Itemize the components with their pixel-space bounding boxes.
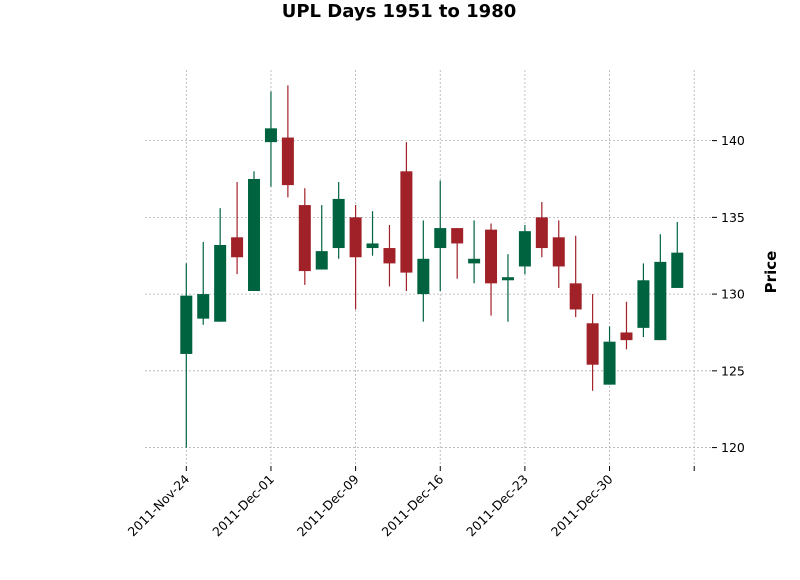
candle-up <box>434 180 447 292</box>
candle-down <box>586 294 599 391</box>
candle-body <box>637 280 650 328</box>
candle-body <box>349 217 362 258</box>
candle-body <box>501 277 514 281</box>
candle-body <box>315 251 328 270</box>
candle-up <box>332 182 345 259</box>
candle-body <box>535 217 548 249</box>
candle-down <box>298 188 311 285</box>
candle-up <box>603 326 616 385</box>
candle-down <box>485 223 498 316</box>
candle-body <box>264 128 277 143</box>
y-tick-label: 120 <box>721 440 745 455</box>
candle-up <box>654 234 667 341</box>
candle-up <box>417 220 430 322</box>
candle-body <box>620 332 633 341</box>
candle-body <box>434 228 447 249</box>
candle-body <box>671 252 684 288</box>
candle-down <box>383 225 396 287</box>
candle-up <box>671 221 684 288</box>
y-tick-label: 140 <box>721 133 745 148</box>
candle-down <box>552 220 565 288</box>
candle-body <box>586 323 599 365</box>
candle-body <box>298 205 311 272</box>
candle-up <box>180 263 193 448</box>
x-tick-label: 2011-Dec-09 <box>294 471 362 539</box>
y-tick-label: 130 <box>721 287 745 302</box>
candle-body <box>332 198 345 249</box>
x-axis: 2011-Nov-24 2011-Dec-01 2011-Dec-09 2011-De… <box>125 466 695 539</box>
candle-body <box>197 294 210 319</box>
candle-down <box>231 182 244 275</box>
candle-up <box>315 205 328 270</box>
candle-body <box>248 178 261 292</box>
candle-body <box>569 283 582 310</box>
candle-down <box>349 205 362 310</box>
candle-body <box>366 243 379 249</box>
candle-body <box>485 229 498 284</box>
chart-title: UPL Days 1951 to 1980 <box>282 1 517 22</box>
candle-up <box>468 220 481 284</box>
x-tick-label: 2011-Dec-23 <box>463 472 531 540</box>
x-tick-label: 2011-Dec-01 <box>209 472 277 540</box>
y-axis: 120 125 130 135 140 <box>712 133 745 455</box>
candle-up <box>501 254 514 322</box>
candle-up <box>214 208 227 322</box>
candle-down <box>281 85 294 198</box>
candle-body <box>400 171 413 273</box>
candle-down <box>620 301 633 350</box>
candle-up <box>248 171 261 292</box>
candle-body <box>231 237 244 258</box>
candle-body <box>417 258 430 295</box>
y-axis-label: Price <box>762 251 780 294</box>
candle-down <box>451 228 464 279</box>
candle-body <box>451 228 464 244</box>
candle-body <box>654 261 667 341</box>
candles-layer <box>180 85 684 448</box>
candle-down <box>400 142 413 292</box>
candle-body <box>518 231 531 267</box>
candle-up <box>197 241 210 325</box>
candle-body <box>603 341 616 385</box>
candle-up <box>518 225 531 275</box>
y-tick-label: 125 <box>721 363 745 378</box>
candle-up <box>366 211 379 256</box>
candle-body <box>468 258 481 264</box>
candle-down <box>535 202 548 258</box>
y-tick-label: 135 <box>721 210 745 225</box>
candle-body <box>552 237 565 267</box>
x-tick-label: 2011-Nov-24 <box>125 471 193 539</box>
candle-body <box>383 248 396 264</box>
candle-body <box>281 137 294 186</box>
x-tick-label: 2011-Dec-30 <box>548 471 616 539</box>
x-tick-label: 2011-Dec-16 <box>379 471 447 539</box>
candle-down <box>569 235 582 318</box>
candle-body <box>214 244 227 322</box>
candle-up <box>264 91 277 187</box>
candle-body <box>180 295 193 354</box>
candle-up <box>637 263 650 338</box>
